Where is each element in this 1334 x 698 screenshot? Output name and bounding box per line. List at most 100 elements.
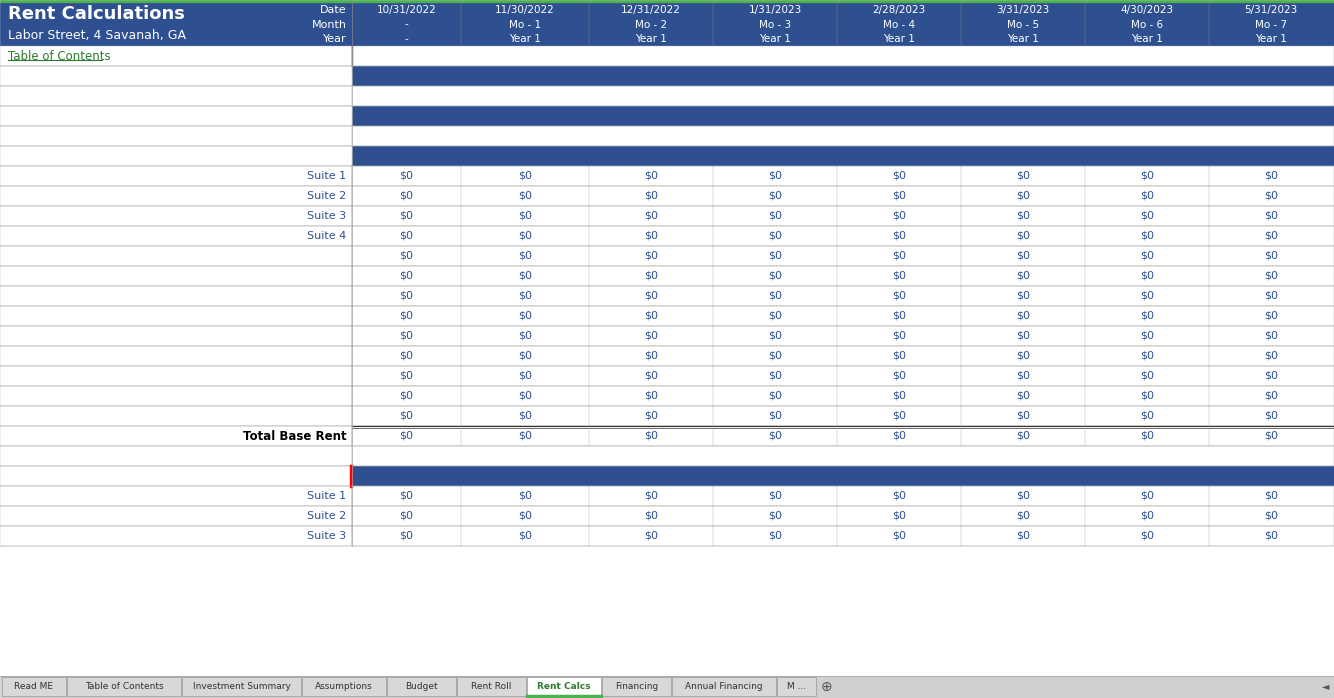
Bar bbox=[0, 106, 352, 126]
Bar bbox=[67, 677, 181, 696]
Text: M ...: M ... bbox=[787, 682, 806, 691]
Text: $0: $0 bbox=[518, 531, 532, 541]
Text: Assumptions: Assumptions bbox=[315, 682, 374, 691]
Bar bbox=[352, 526, 1334, 546]
Bar bbox=[0, 466, 352, 486]
Bar bbox=[1, 677, 65, 696]
Text: Table of Contents: Table of Contents bbox=[8, 50, 111, 63]
Text: $0: $0 bbox=[1141, 271, 1154, 281]
Text: $0: $0 bbox=[518, 231, 532, 241]
Text: $0: $0 bbox=[892, 311, 906, 321]
Text: $0: $0 bbox=[399, 171, 414, 181]
Bar bbox=[0, 286, 352, 306]
Bar bbox=[0, 226, 352, 246]
Text: 2/28/2023: 2/28/2023 bbox=[872, 5, 926, 15]
Text: Read ME: Read ME bbox=[15, 682, 53, 691]
Bar bbox=[0, 386, 352, 406]
Bar bbox=[0, 126, 352, 146]
Text: Year 1: Year 1 bbox=[1255, 34, 1287, 44]
Bar bbox=[458, 677, 526, 696]
Bar bbox=[352, 486, 1334, 506]
Text: $0: $0 bbox=[644, 491, 658, 501]
Text: $0: $0 bbox=[892, 431, 906, 441]
Text: $0: $0 bbox=[1141, 211, 1154, 221]
Text: $0: $0 bbox=[892, 171, 906, 181]
Text: Year: Year bbox=[323, 34, 347, 44]
Text: Rent Roll: Rent Roll bbox=[471, 682, 512, 691]
Text: $0: $0 bbox=[399, 411, 414, 421]
Bar bbox=[0, 506, 352, 526]
Text: $0: $0 bbox=[644, 351, 658, 361]
Text: $0: $0 bbox=[1017, 231, 1030, 241]
Text: Suite 3: Suite 3 bbox=[307, 211, 347, 221]
Text: $0: $0 bbox=[518, 251, 532, 261]
Text: $0: $0 bbox=[399, 531, 414, 541]
Text: Suite 4: Suite 4 bbox=[307, 231, 347, 241]
Text: Suite 2: Suite 2 bbox=[307, 191, 347, 201]
Text: $0: $0 bbox=[518, 171, 532, 181]
Text: $0: $0 bbox=[1141, 191, 1154, 201]
Text: $0: $0 bbox=[892, 391, 906, 401]
Text: $0: $0 bbox=[892, 411, 906, 421]
Text: $0: $0 bbox=[644, 311, 658, 321]
Text: Year 1: Year 1 bbox=[759, 34, 791, 44]
Text: $0: $0 bbox=[399, 311, 414, 321]
Text: $0: $0 bbox=[644, 391, 658, 401]
Text: $0: $0 bbox=[768, 331, 782, 341]
Text: $0: $0 bbox=[399, 231, 414, 241]
Text: $0: $0 bbox=[1141, 531, 1154, 541]
Text: $0: $0 bbox=[399, 191, 414, 201]
Bar bbox=[0, 306, 352, 326]
Text: $0: $0 bbox=[892, 271, 906, 281]
Bar bbox=[352, 46, 1334, 66]
Bar bbox=[352, 386, 1334, 406]
Text: $0: $0 bbox=[644, 511, 658, 521]
Text: $0: $0 bbox=[1265, 211, 1278, 221]
Text: Mo - 4: Mo - 4 bbox=[883, 20, 915, 29]
Text: $0: $0 bbox=[518, 371, 532, 381]
Bar bbox=[352, 106, 1334, 126]
Text: $0: $0 bbox=[892, 291, 906, 301]
Bar bbox=[352, 406, 1334, 426]
Bar bbox=[0, 3, 352, 46]
Text: $0: $0 bbox=[1141, 391, 1154, 401]
Bar bbox=[301, 677, 386, 696]
Bar bbox=[0, 66, 352, 86]
Text: $0: $0 bbox=[768, 511, 782, 521]
Text: $0: $0 bbox=[1265, 291, 1278, 301]
Text: $0: $0 bbox=[1017, 511, 1030, 521]
Text: $0: $0 bbox=[644, 191, 658, 201]
Bar bbox=[0, 446, 352, 466]
Text: $0: $0 bbox=[644, 371, 658, 381]
Text: Mo - 3: Mo - 3 bbox=[759, 20, 791, 29]
Text: Suite 2: Suite 2 bbox=[307, 511, 347, 521]
Bar bbox=[352, 246, 1334, 266]
Bar bbox=[0, 46, 352, 66]
Bar bbox=[0, 676, 1334, 698]
Text: $0: $0 bbox=[1017, 411, 1030, 421]
Text: $0: $0 bbox=[1265, 531, 1278, 541]
Bar bbox=[352, 146, 1334, 166]
Text: $0: $0 bbox=[1017, 331, 1030, 341]
Text: Date: Date bbox=[320, 5, 347, 15]
Text: $0: $0 bbox=[892, 511, 906, 521]
Bar bbox=[352, 86, 1334, 106]
Text: Year 1: Year 1 bbox=[1007, 34, 1039, 44]
Text: Year 1: Year 1 bbox=[510, 34, 540, 44]
Text: 3/31/2023: 3/31/2023 bbox=[996, 5, 1050, 15]
Text: $0: $0 bbox=[1017, 271, 1030, 281]
Text: $0: $0 bbox=[892, 251, 906, 261]
Text: $0: $0 bbox=[1265, 431, 1278, 441]
Bar bbox=[352, 306, 1334, 326]
Text: Total Base Rent: Total Base Rent bbox=[243, 429, 347, 443]
Text: $0: $0 bbox=[518, 271, 532, 281]
Text: $0: $0 bbox=[1017, 171, 1030, 181]
Text: 11/30/2022: 11/30/2022 bbox=[495, 5, 555, 15]
Bar bbox=[0, 266, 352, 286]
Text: $0: $0 bbox=[644, 291, 658, 301]
Text: $0: $0 bbox=[1265, 171, 1278, 181]
Bar bbox=[352, 366, 1334, 386]
Text: $0: $0 bbox=[1265, 331, 1278, 341]
Text: $0: $0 bbox=[518, 331, 532, 341]
Text: $0: $0 bbox=[644, 411, 658, 421]
